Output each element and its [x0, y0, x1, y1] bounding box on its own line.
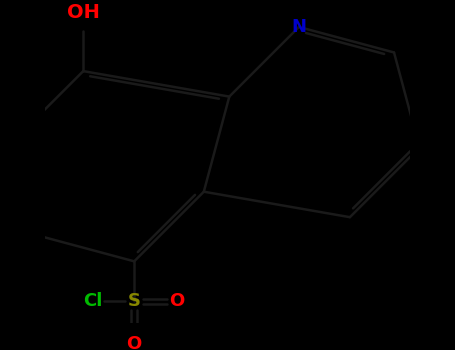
Text: S: S — [128, 293, 141, 310]
Text: N: N — [291, 18, 306, 36]
Text: Cl: Cl — [83, 293, 102, 310]
Text: O: O — [170, 293, 185, 310]
Text: O: O — [126, 335, 142, 350]
Text: OH: OH — [67, 3, 100, 22]
